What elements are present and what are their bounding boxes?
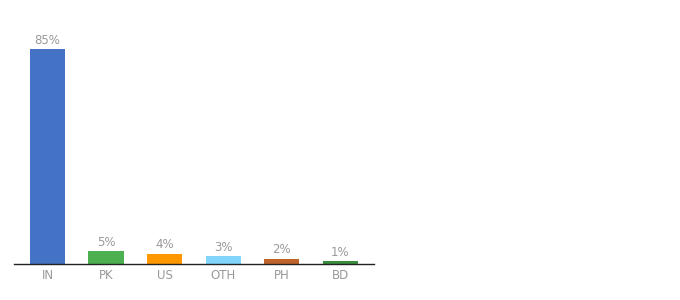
- Bar: [88, 251, 124, 264]
- Text: 4%: 4%: [155, 238, 174, 251]
- Bar: [322, 262, 358, 264]
- Bar: [264, 259, 299, 264]
- Bar: [147, 254, 182, 264]
- Bar: [205, 256, 241, 264]
- Text: 5%: 5%: [97, 236, 116, 249]
- Text: 1%: 1%: [330, 246, 350, 259]
- Bar: [30, 49, 65, 264]
- Text: 85%: 85%: [35, 34, 61, 47]
- Text: 3%: 3%: [214, 241, 233, 254]
- Text: 2%: 2%: [272, 243, 291, 256]
